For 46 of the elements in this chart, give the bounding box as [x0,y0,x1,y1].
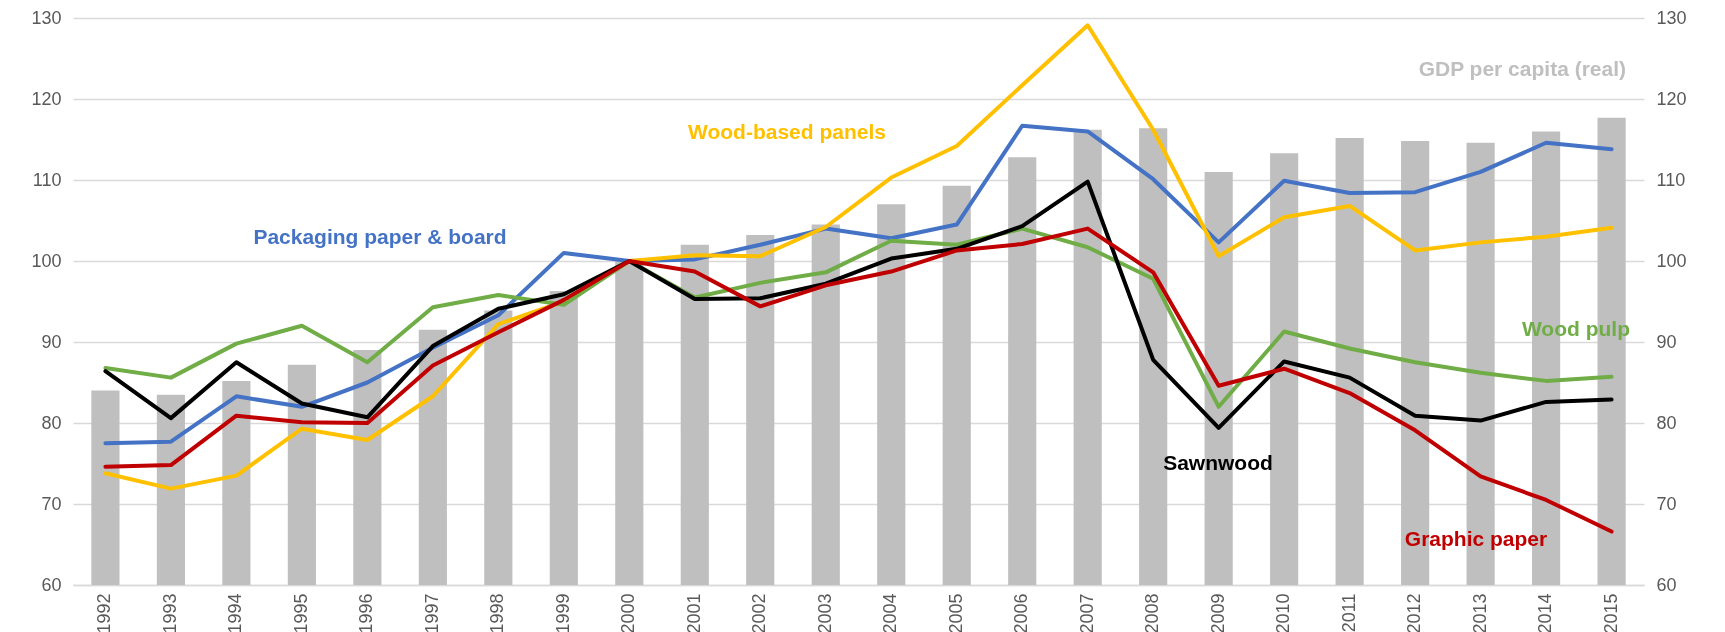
x-tick-label: 2002 [749,593,770,632]
x-tick-label: 1999 [552,593,573,632]
y-tick-label: 100 [31,250,62,271]
y2-tick-label: 90 [1656,331,1677,352]
y2-tick-label: 120 [1656,88,1687,109]
y-tick-label: 130 [31,7,62,28]
text: Packaging paper & board [253,225,507,248]
x-tick-label: 2005 [945,593,966,632]
y-tick-label: 80 [41,412,62,433]
series-label: Wood-based panels [688,120,886,143]
series-label: Graphic paper [1404,527,1548,550]
y2-tick-label: 70 [1656,493,1677,514]
x-tick-label: 1994 [225,593,246,632]
x-tick-label: 2001 [683,593,704,632]
y2-tick-label: 60 [1656,574,1677,595]
x-tick-label: 2008 [1142,593,1163,632]
y-tick-label: 70 [41,493,62,514]
x-tick-label: 2007 [1076,593,1097,632]
x-tick-label: 1995 [290,593,311,632]
x-tick-label: 1992 [94,593,115,632]
x-tick-label: 1997 [421,593,442,632]
y-tick-label: 60 [41,574,62,595]
x-tick-label: 2000 [618,593,639,632]
y-tick-label: 120 [31,88,62,109]
y2-tick-label: 80 [1656,412,1677,433]
x-tick-label: 1998 [487,593,508,632]
x-tick-label: 2012 [1404,593,1425,632]
y2-tick-label: 100 [1656,250,1687,271]
x-tick-label: 2013 [1469,593,1490,632]
x-tick-label: 2015 [1600,593,1621,632]
y-tick-label: 110 [32,169,62,190]
x-tick-label: 2004 [880,593,901,632]
y2-tick-label: 110 [1656,169,1686,190]
series-label: Sawnwood [1163,451,1273,474]
x-tick-label: 2006 [1011,593,1032,632]
x-tick-label: 2010 [1273,593,1294,632]
x-tick-label: 2003 [814,593,835,632]
series-label: Wood pulp [1521,317,1630,340]
y2-tick-label: 130 [1656,7,1687,28]
x-tick-label: 2009 [1207,593,1228,632]
y-tick-label: 90 [41,331,62,352]
x-tick-label: 1996 [356,593,377,632]
x-tick-label: 2011 [1338,593,1359,632]
x-tick-label: 2014 [1535,593,1556,632]
x-tick-label: 1993 [159,593,180,632]
series-label: GDP per capita (real) [1418,57,1626,80]
